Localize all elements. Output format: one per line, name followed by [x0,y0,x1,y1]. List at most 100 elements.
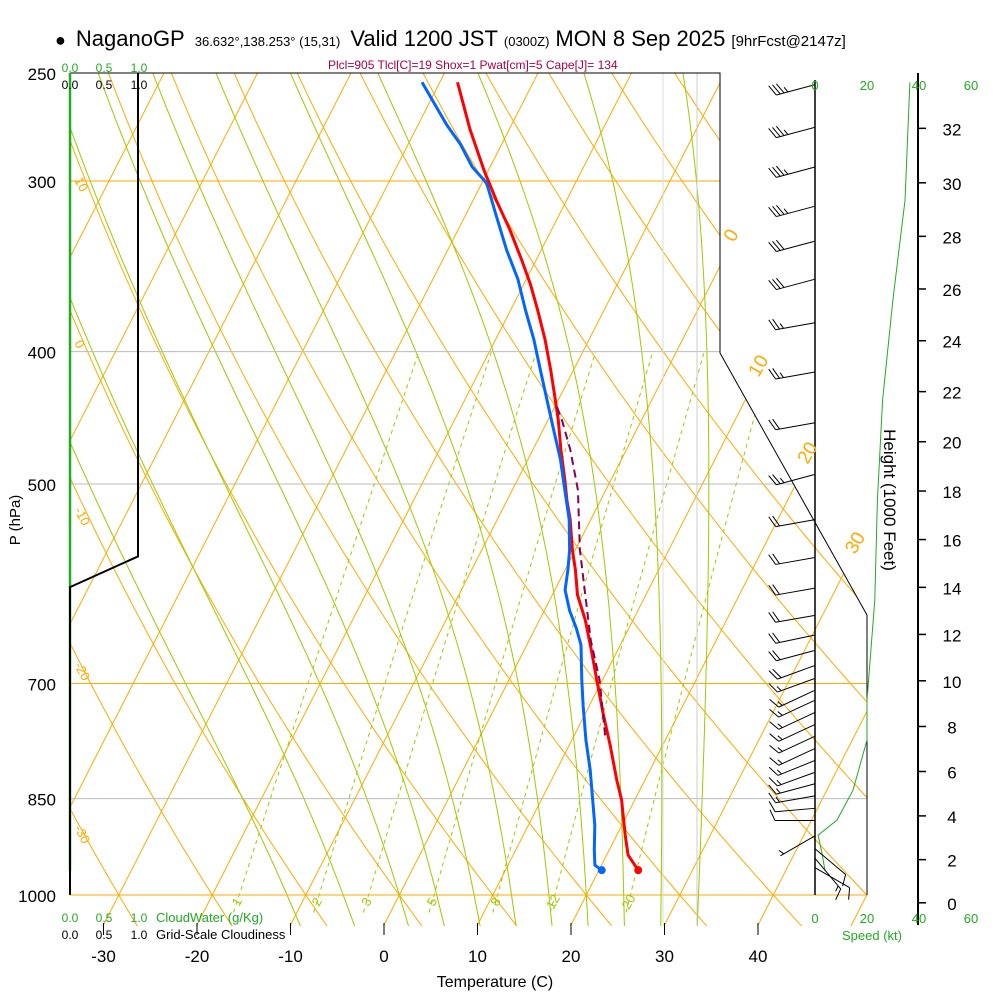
wind-barb-staff [775,795,816,804]
height-tick-label: 16 [943,532,962,551]
temperature-tick-label: -20 [185,947,210,966]
isotherm-line [568,73,867,926]
dry-adiabat-label: -30 [71,822,93,846]
station-name: NaganoGP [75,26,185,51]
wind-barb [768,792,816,804]
wind-barb-flag [768,241,777,252]
wind-barb [768,801,816,813]
cloudiness-scale-label: 1.0 [131,78,148,92]
dry-adiabat-line [70,73,330,926]
wind-barb-flag [769,757,780,766]
mixing-ratio-line [233,351,420,913]
wind-barb-staff [776,205,816,218]
wind-barb [768,473,816,486]
moist-adiabat-line [70,73,357,926]
dry-adiabat-label: -20 [71,659,93,683]
height-tick-label: 10 [943,673,962,692]
height-tick-label: 12 [943,626,962,645]
wind-barb-flag [768,167,777,178]
dry-adiabat-label: -10 [71,504,93,528]
speed-tick-label: 60 [964,911,978,926]
isotherm-line [661,73,867,926]
isotherm-line [755,73,867,926]
station-bullet-icon: ● [55,30,66,50]
wind-barb-flag [768,368,777,380]
valid-date: MON 8 Sep 2025 [555,26,726,51]
profiles [68,72,911,901]
wind-barb-flag [772,240,781,251]
wind-barb [769,735,816,754]
wind-barb-flag [768,85,777,96]
wind-barb-flag [775,165,785,176]
wind-barb-flag [769,744,780,754]
wind-barb-flag [768,777,778,787]
dry-adiabat-line [285,73,867,926]
dry-adiabat-line [844,73,867,926]
wind-barb-flag [768,683,778,693]
dewpoint-surface-point [597,866,606,875]
height-tick-label: 0 [947,895,956,914]
pressure-tick-label: 400 [28,344,56,363]
wind-barb-flag [768,419,777,431]
cloudwater-scale-label: 1.0 [131,911,148,925]
wind-barb-flag [772,668,782,679]
temperature-tick-label: 30 [655,947,674,966]
wind-barb-staff [778,747,816,766]
wind-barb [769,689,816,708]
wind-barb-staff [777,771,816,787]
wind-barb-half-flag [835,885,839,892]
wind-barb-flag [775,204,785,215]
wind-barb-flag [768,670,778,680]
wind-barb-flag [768,207,777,217]
wind-barb-flag [772,474,781,485]
moist-adiabat-line [467,73,625,926]
moist-adiabat-line [366,73,589,926]
wind-barb [768,611,816,623]
isotherm-line [194,73,645,926]
pressure-tick-label: 700 [28,675,56,694]
wind-barb-flag [768,651,777,662]
wind-barb-flag [772,611,780,622]
wind-barb-flag [775,277,785,288]
dry-adiabat-label: 10 [71,174,91,194]
wind-barb-flag [775,239,785,250]
wind-barb-staff [777,677,816,693]
mixing-ratio-line [625,351,773,913]
temperature-tick-label: -10 [278,947,303,966]
wind-barb [768,165,816,178]
wind-barb-flag [772,515,780,527]
mixing-ratio-label: 8 [487,895,504,909]
wind-barb-staff [776,783,816,795]
pressure-tick-label: 850 [28,791,56,810]
wind-barb-staff [775,587,816,596]
parcel-profile [555,405,607,736]
moist-adiabat-line [89,73,446,926]
speed-tick-label: 0 [811,78,818,93]
chart-header: ● NaganoGP 36.632°,138.253° (15,31) Vali… [55,26,846,52]
wind-barb-half-flag [777,701,783,706]
height-tick-label: 28 [943,228,962,247]
wind-barb-flag [848,887,851,900]
speed-tick-label: 0 [811,911,818,926]
valid-time: Valid 1200 JST [350,26,498,51]
mixing-ratio-label: 2 [309,895,326,909]
wind-barb-staff [814,867,850,889]
moist-adiabat-line [205,73,518,926]
wind-barb-half-flag [778,849,785,855]
pressure-tick-label: 300 [28,173,56,192]
cloudwater-scale-label: 0.5 [96,911,113,925]
wind-barb [768,771,816,787]
wind-barb-flag [772,206,781,216]
wind-barb-staff [776,84,816,96]
background-lines [70,73,867,926]
wind-barb-half-flag [777,759,783,765]
wind-barb-staff [776,278,816,291]
wind-barb [768,83,816,96]
wind-barb-flag [768,584,777,596]
wind-barb-half-flag [783,169,789,175]
wind-barb [768,204,816,218]
wind-barb-staff [775,807,816,813]
wind-barb-staff [778,699,816,718]
temperature-profile [456,81,640,872]
